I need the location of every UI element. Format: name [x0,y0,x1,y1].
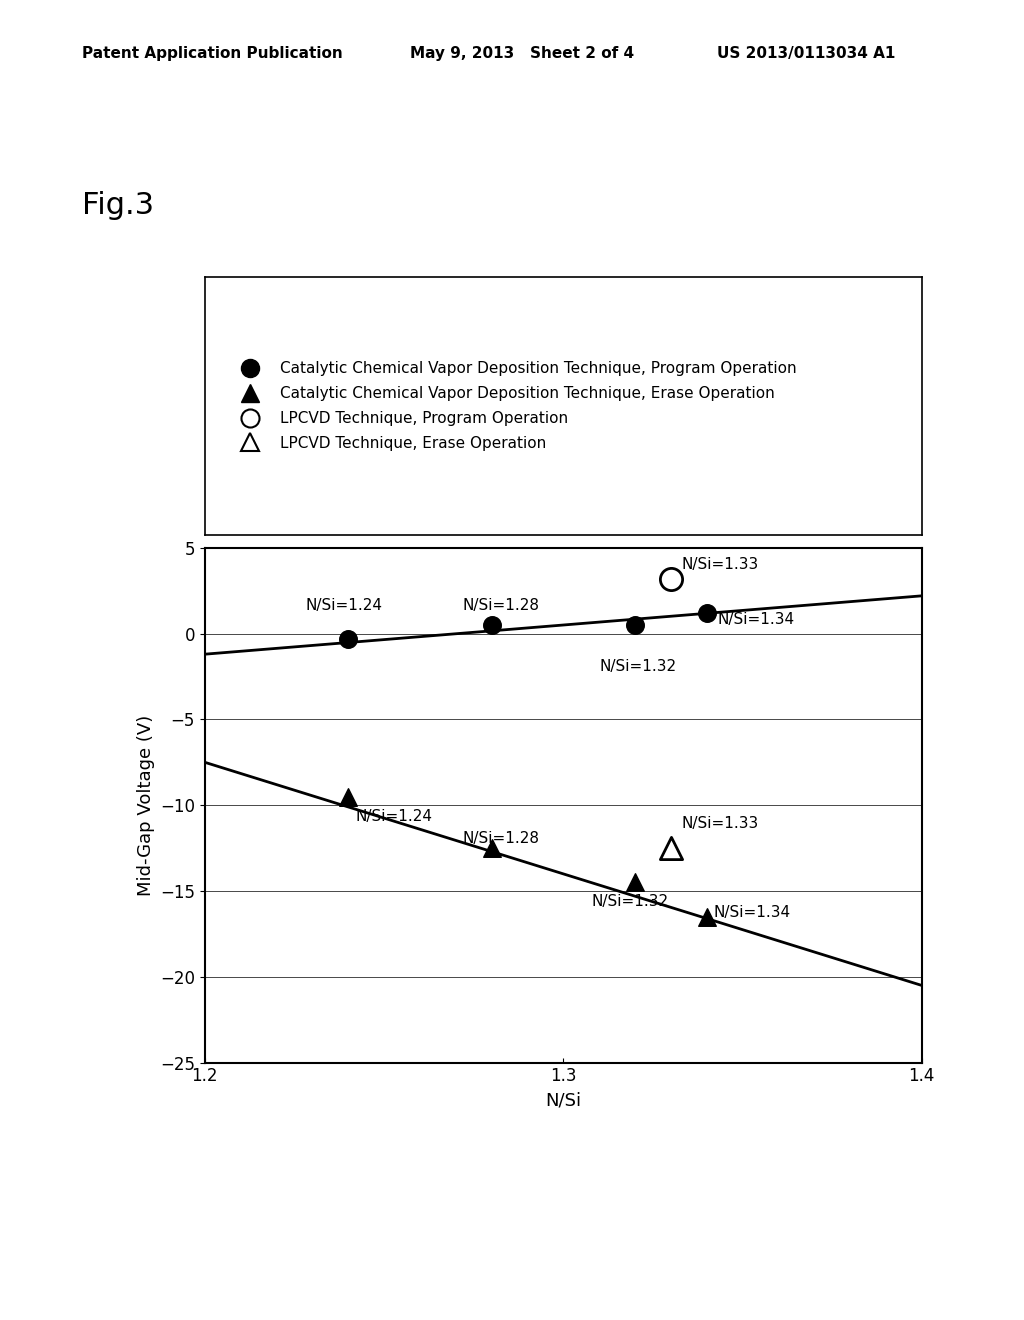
Text: N/Si=1.33: N/Si=1.33 [682,557,759,573]
Text: N/Si=1.32: N/Si=1.32 [592,895,669,909]
Point [627,614,643,635]
Text: Fig.3: Fig.3 [82,191,154,220]
Point [340,785,356,807]
Point [663,568,679,589]
Point [663,837,679,858]
Point [340,628,356,649]
Text: US 2013/0113034 A1: US 2013/0113034 A1 [717,46,895,61]
Point [483,614,500,635]
Text: N/Si=1.34: N/Si=1.34 [718,612,795,627]
Text: N/Si=1.24: N/Si=1.24 [355,809,432,824]
X-axis label: N/Si: N/Si [545,1092,582,1109]
Text: Patent Application Publication: Patent Application Publication [82,46,343,61]
Text: N/Si=1.34: N/Si=1.34 [714,904,791,920]
Legend: Catalytic Chemical Vapor Deposition Technique, Program Operation, Catalytic Chem: Catalytic Chemical Vapor Deposition Tech… [226,354,805,458]
Text: N/Si=1.28: N/Si=1.28 [463,832,540,846]
Y-axis label: Mid-Gap Voltage (V): Mid-Gap Voltage (V) [136,714,155,896]
Point [698,602,715,623]
Text: N/Si=1.24: N/Si=1.24 [305,598,382,612]
Point [483,837,500,858]
Text: May 9, 2013   Sheet 2 of 4: May 9, 2013 Sheet 2 of 4 [410,46,634,61]
Text: N/Si=1.32: N/Si=1.32 [599,659,676,675]
Point [627,871,643,892]
Text: N/Si=1.28: N/Si=1.28 [463,598,540,612]
Point [698,906,715,927]
Text: N/Si=1.33: N/Si=1.33 [682,816,759,832]
